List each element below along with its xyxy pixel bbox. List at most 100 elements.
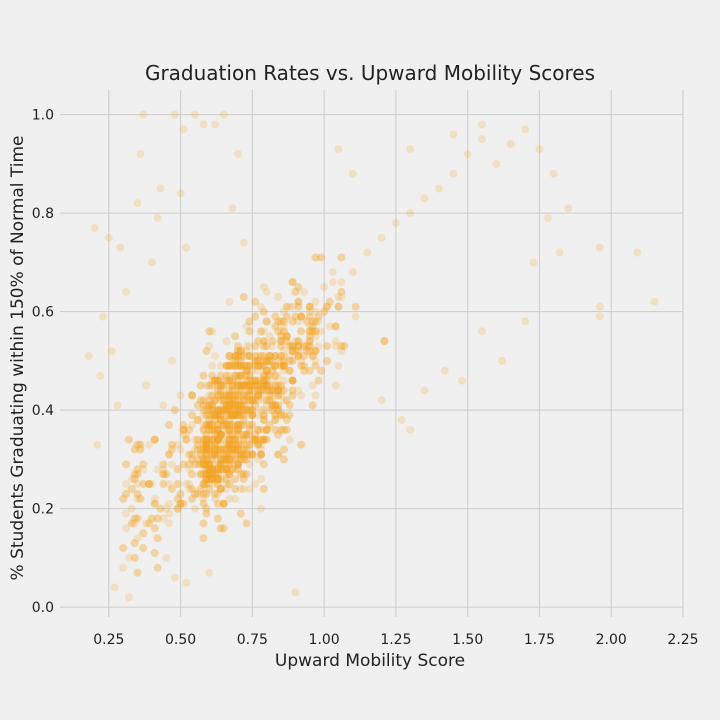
scatter-point xyxy=(245,327,254,336)
scatter-point xyxy=(311,253,320,262)
scatter-point xyxy=(231,332,240,341)
scatter-point xyxy=(251,376,260,385)
scatter-point xyxy=(228,356,237,365)
scatter-point xyxy=(234,351,242,360)
scatter-point xyxy=(205,484,214,493)
scatter-point xyxy=(231,445,240,454)
scatter-point xyxy=(190,435,199,444)
scatter-point xyxy=(271,425,280,434)
scatter-point xyxy=(225,376,234,385)
scatter-point xyxy=(259,460,268,469)
scatter-point xyxy=(254,391,263,400)
scatter-point xyxy=(274,386,283,395)
scatter-point xyxy=(225,420,234,429)
scatter-point xyxy=(202,465,211,474)
scatter-point xyxy=(231,435,240,444)
scatter-point xyxy=(153,214,162,223)
scatter-point xyxy=(216,484,225,493)
scatter-point xyxy=(133,534,142,543)
scatter-point xyxy=(110,583,119,592)
scatter-point xyxy=(202,509,211,518)
scatter-point xyxy=(196,460,205,469)
scatter-point xyxy=(173,440,182,449)
scatter-point xyxy=(193,489,202,498)
scatter-point xyxy=(130,539,139,548)
scatter-point xyxy=(150,435,159,444)
scatter-point xyxy=(133,568,142,577)
scatter-point xyxy=(256,450,265,459)
scatter-point xyxy=(305,327,314,336)
scatter-point xyxy=(251,297,260,306)
scatter-point xyxy=(153,563,162,572)
scatter-point xyxy=(202,475,211,484)
scatter-point xyxy=(231,381,240,390)
scatter-point xyxy=(202,440,211,449)
scatter-point xyxy=(288,347,297,356)
scatter-point xyxy=(268,401,277,410)
scatter-point xyxy=(282,337,291,346)
scatter-point xyxy=(248,420,257,429)
scatter-point xyxy=(279,366,288,375)
scatter-point xyxy=(271,322,280,331)
scatter-point xyxy=(277,386,286,395)
scatter-point xyxy=(205,475,214,484)
scatter-point xyxy=(279,351,288,360)
scatter-point xyxy=(188,484,197,493)
scatter-point xyxy=(254,381,263,390)
scatter-point xyxy=(308,381,317,390)
scatter-point xyxy=(216,411,225,420)
scatter-point xyxy=(219,391,228,400)
scatter-point xyxy=(245,351,254,360)
scatter-point xyxy=(188,411,197,420)
scatter-point xyxy=(234,440,242,449)
scatter-point xyxy=(245,351,254,360)
scatter-point xyxy=(211,445,220,454)
scatter-point xyxy=(245,425,254,434)
scatter-point xyxy=(277,351,286,360)
scatter-point xyxy=(279,347,288,356)
scatter-point xyxy=(256,391,265,400)
scatter-point xyxy=(225,425,234,434)
scatter-point xyxy=(190,489,199,498)
scatter-point xyxy=(239,420,248,429)
scatter-point xyxy=(133,480,142,489)
scatter-point xyxy=(420,386,429,395)
scatter-point xyxy=(211,480,220,489)
scatter-point xyxy=(225,297,234,306)
scatter-point xyxy=(256,361,265,370)
scatter-point xyxy=(228,465,237,474)
scatter-point xyxy=(119,544,128,553)
scatter-point xyxy=(133,465,142,474)
scatter-point xyxy=(231,420,240,429)
scatter-point xyxy=(236,450,245,459)
scatter-point xyxy=(219,381,228,390)
scatter-point xyxy=(202,420,211,429)
scatter-point xyxy=(205,445,214,454)
scatter-point xyxy=(297,361,306,370)
scatter-point xyxy=(239,401,248,410)
scatter-point xyxy=(245,406,254,415)
scatter-point xyxy=(208,401,217,410)
scatter-point xyxy=(277,332,286,341)
scatter-point xyxy=(277,361,286,370)
scatter-point xyxy=(216,445,225,454)
x-tick-label: 2.00 xyxy=(596,632,627,648)
scatter-point xyxy=(245,371,254,380)
scatter-point xyxy=(213,480,222,489)
scatter-point xyxy=(208,475,217,484)
scatter-point xyxy=(136,494,145,503)
scatter-point xyxy=(256,425,265,434)
scatter-point xyxy=(294,337,303,346)
scatter-point xyxy=(219,406,228,415)
scatter-point xyxy=(202,460,211,469)
scatter-point xyxy=(208,470,217,479)
scatter-point xyxy=(213,475,222,484)
scatter-point xyxy=(285,356,294,365)
scatter-point xyxy=(268,366,277,375)
scatter-point xyxy=(305,332,314,341)
scatter-point xyxy=(236,356,245,365)
scatter-point xyxy=(305,337,314,346)
scatter-point xyxy=(337,347,346,356)
scatter-point xyxy=(219,465,228,474)
scatter-point xyxy=(225,406,234,415)
